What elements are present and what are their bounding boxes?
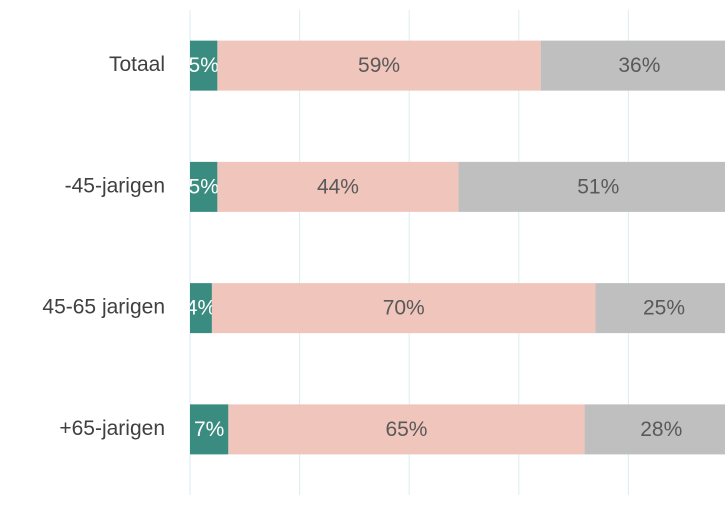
value-label: 65% <box>385 418 427 441</box>
category-label: +65-jarigen <box>59 417 165 440</box>
bar-segment <box>217 161 459 212</box>
bar-segment <box>190 404 229 455</box>
bar-segment <box>584 404 725 455</box>
value-label: 25% <box>643 297 685 320</box>
bar-segment <box>540 40 725 91</box>
bar-segment <box>211 283 596 334</box>
category-labels: Totaal -45-jarigen 45-65 jarigen +65-jarige… <box>42 53 165 440</box>
value-label: 36% <box>618 54 660 77</box>
value-label: 28% <box>640 418 682 441</box>
value-label: 5% <box>189 175 219 198</box>
category-label: Totaal <box>109 53 165 76</box>
bar-segment <box>190 161 218 212</box>
bar-segment <box>190 283 212 334</box>
category-label: 45-65 jarigen <box>42 296 165 319</box>
bar-segment <box>228 404 585 455</box>
bar-segment <box>190 40 218 91</box>
value-label: 51% <box>577 175 619 198</box>
bar-segment <box>458 161 725 212</box>
value-label: 5% <box>189 54 219 77</box>
bar-segment <box>217 40 541 91</box>
value-label: 7% <box>194 418 224 441</box>
value-label: 70% <box>383 297 425 320</box>
value-label: 44% <box>317 175 359 198</box>
bar-segment <box>595 283 725 334</box>
plot-area: 5% 59% 36% 5% 44% 51% 4% 70% 25% 7% 65% 28% <box>186 40 725 455</box>
value-label: 4% <box>186 297 216 320</box>
value-label: 59% <box>358 54 400 77</box>
category-label: -45-jarigen <box>65 174 165 197</box>
